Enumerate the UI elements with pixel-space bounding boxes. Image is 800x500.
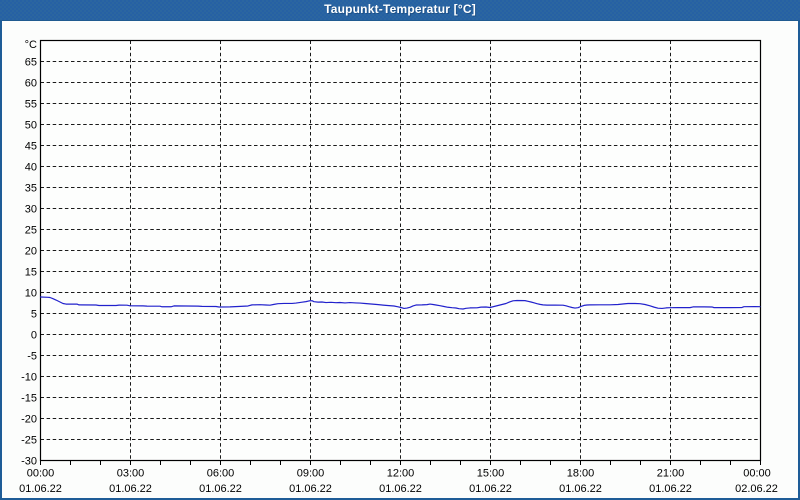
x-axis-time-label: 18:00 bbox=[567, 468, 595, 480]
window-border-right bbox=[798, 20, 800, 500]
x-axis-date-label: 01.06.22 bbox=[289, 483, 332, 495]
x-axis-date-label: 01.06.22 bbox=[379, 483, 422, 495]
x-axis-date-label: 01.06.22 bbox=[649, 483, 692, 495]
y-axis-label: -15 bbox=[21, 393, 37, 405]
y-axis-label: 45 bbox=[25, 141, 37, 153]
window-border-bottom bbox=[0, 498, 800, 500]
y-axis-label: 65 bbox=[25, 57, 37, 69]
x-axis-time-label: 00:00 bbox=[743, 468, 771, 480]
y-axis-label: -30 bbox=[21, 456, 37, 468]
plot-frame bbox=[39, 39, 762, 462]
x-axis-time-label: 21:00 bbox=[657, 468, 685, 480]
y-axis-label: -20 bbox=[21, 414, 37, 426]
y-axis-label: 40 bbox=[25, 162, 37, 174]
y-axis-label: 10 bbox=[25, 288, 37, 300]
y-axis-unit-label: °C bbox=[25, 39, 37, 51]
x-axis-time-label: 00:00 bbox=[27, 468, 55, 480]
x-axis-time-label: 12:00 bbox=[387, 468, 415, 480]
x-axis-date-label: 01.06.22 bbox=[559, 483, 602, 495]
x-axis-date-label: 02.06.22 bbox=[735, 483, 778, 495]
temperature-curve bbox=[39, 296, 761, 310]
y-axis-label: -10 bbox=[21, 372, 37, 384]
y-axis-label: -25 bbox=[21, 435, 37, 447]
window-title: Taupunkt-Temperatur [°C] bbox=[324, 2, 476, 16]
y-axis-label: 50 bbox=[25, 120, 37, 132]
y-axis-label: 20 bbox=[25, 246, 37, 258]
x-axis-date-label: 01.06.22 bbox=[469, 483, 512, 495]
y-axis-label: -5 bbox=[27, 351, 37, 363]
x-axis-date-label: 01.06.22 bbox=[109, 483, 152, 495]
x-axis-date-label: 01.06.22 bbox=[199, 483, 242, 495]
y-axis-label: 5 bbox=[31, 309, 37, 321]
x-axis-time-label: 03:00 bbox=[117, 468, 145, 480]
x-axis-date-label: 01.06.22 bbox=[19, 483, 62, 495]
x-axis-time-label: 06:00 bbox=[207, 468, 235, 480]
y-axis-label: 35 bbox=[25, 183, 37, 195]
y-axis-label: 25 bbox=[25, 225, 37, 237]
window-border-left bbox=[0, 20, 2, 500]
y-axis-label: 30 bbox=[25, 204, 37, 216]
y-axis-label: 60 bbox=[25, 78, 37, 90]
x-axis-time-label: 15:00 bbox=[477, 468, 505, 480]
x-axis-time-label: 09:00 bbox=[297, 468, 325, 480]
y-axis-label: 0 bbox=[31, 330, 37, 342]
y-axis-label: 15 bbox=[25, 267, 37, 279]
title-bar[interactable]: Taupunkt-Temperatur [°C] bbox=[0, 0, 800, 21]
y-axis-label: 55 bbox=[25, 99, 37, 111]
